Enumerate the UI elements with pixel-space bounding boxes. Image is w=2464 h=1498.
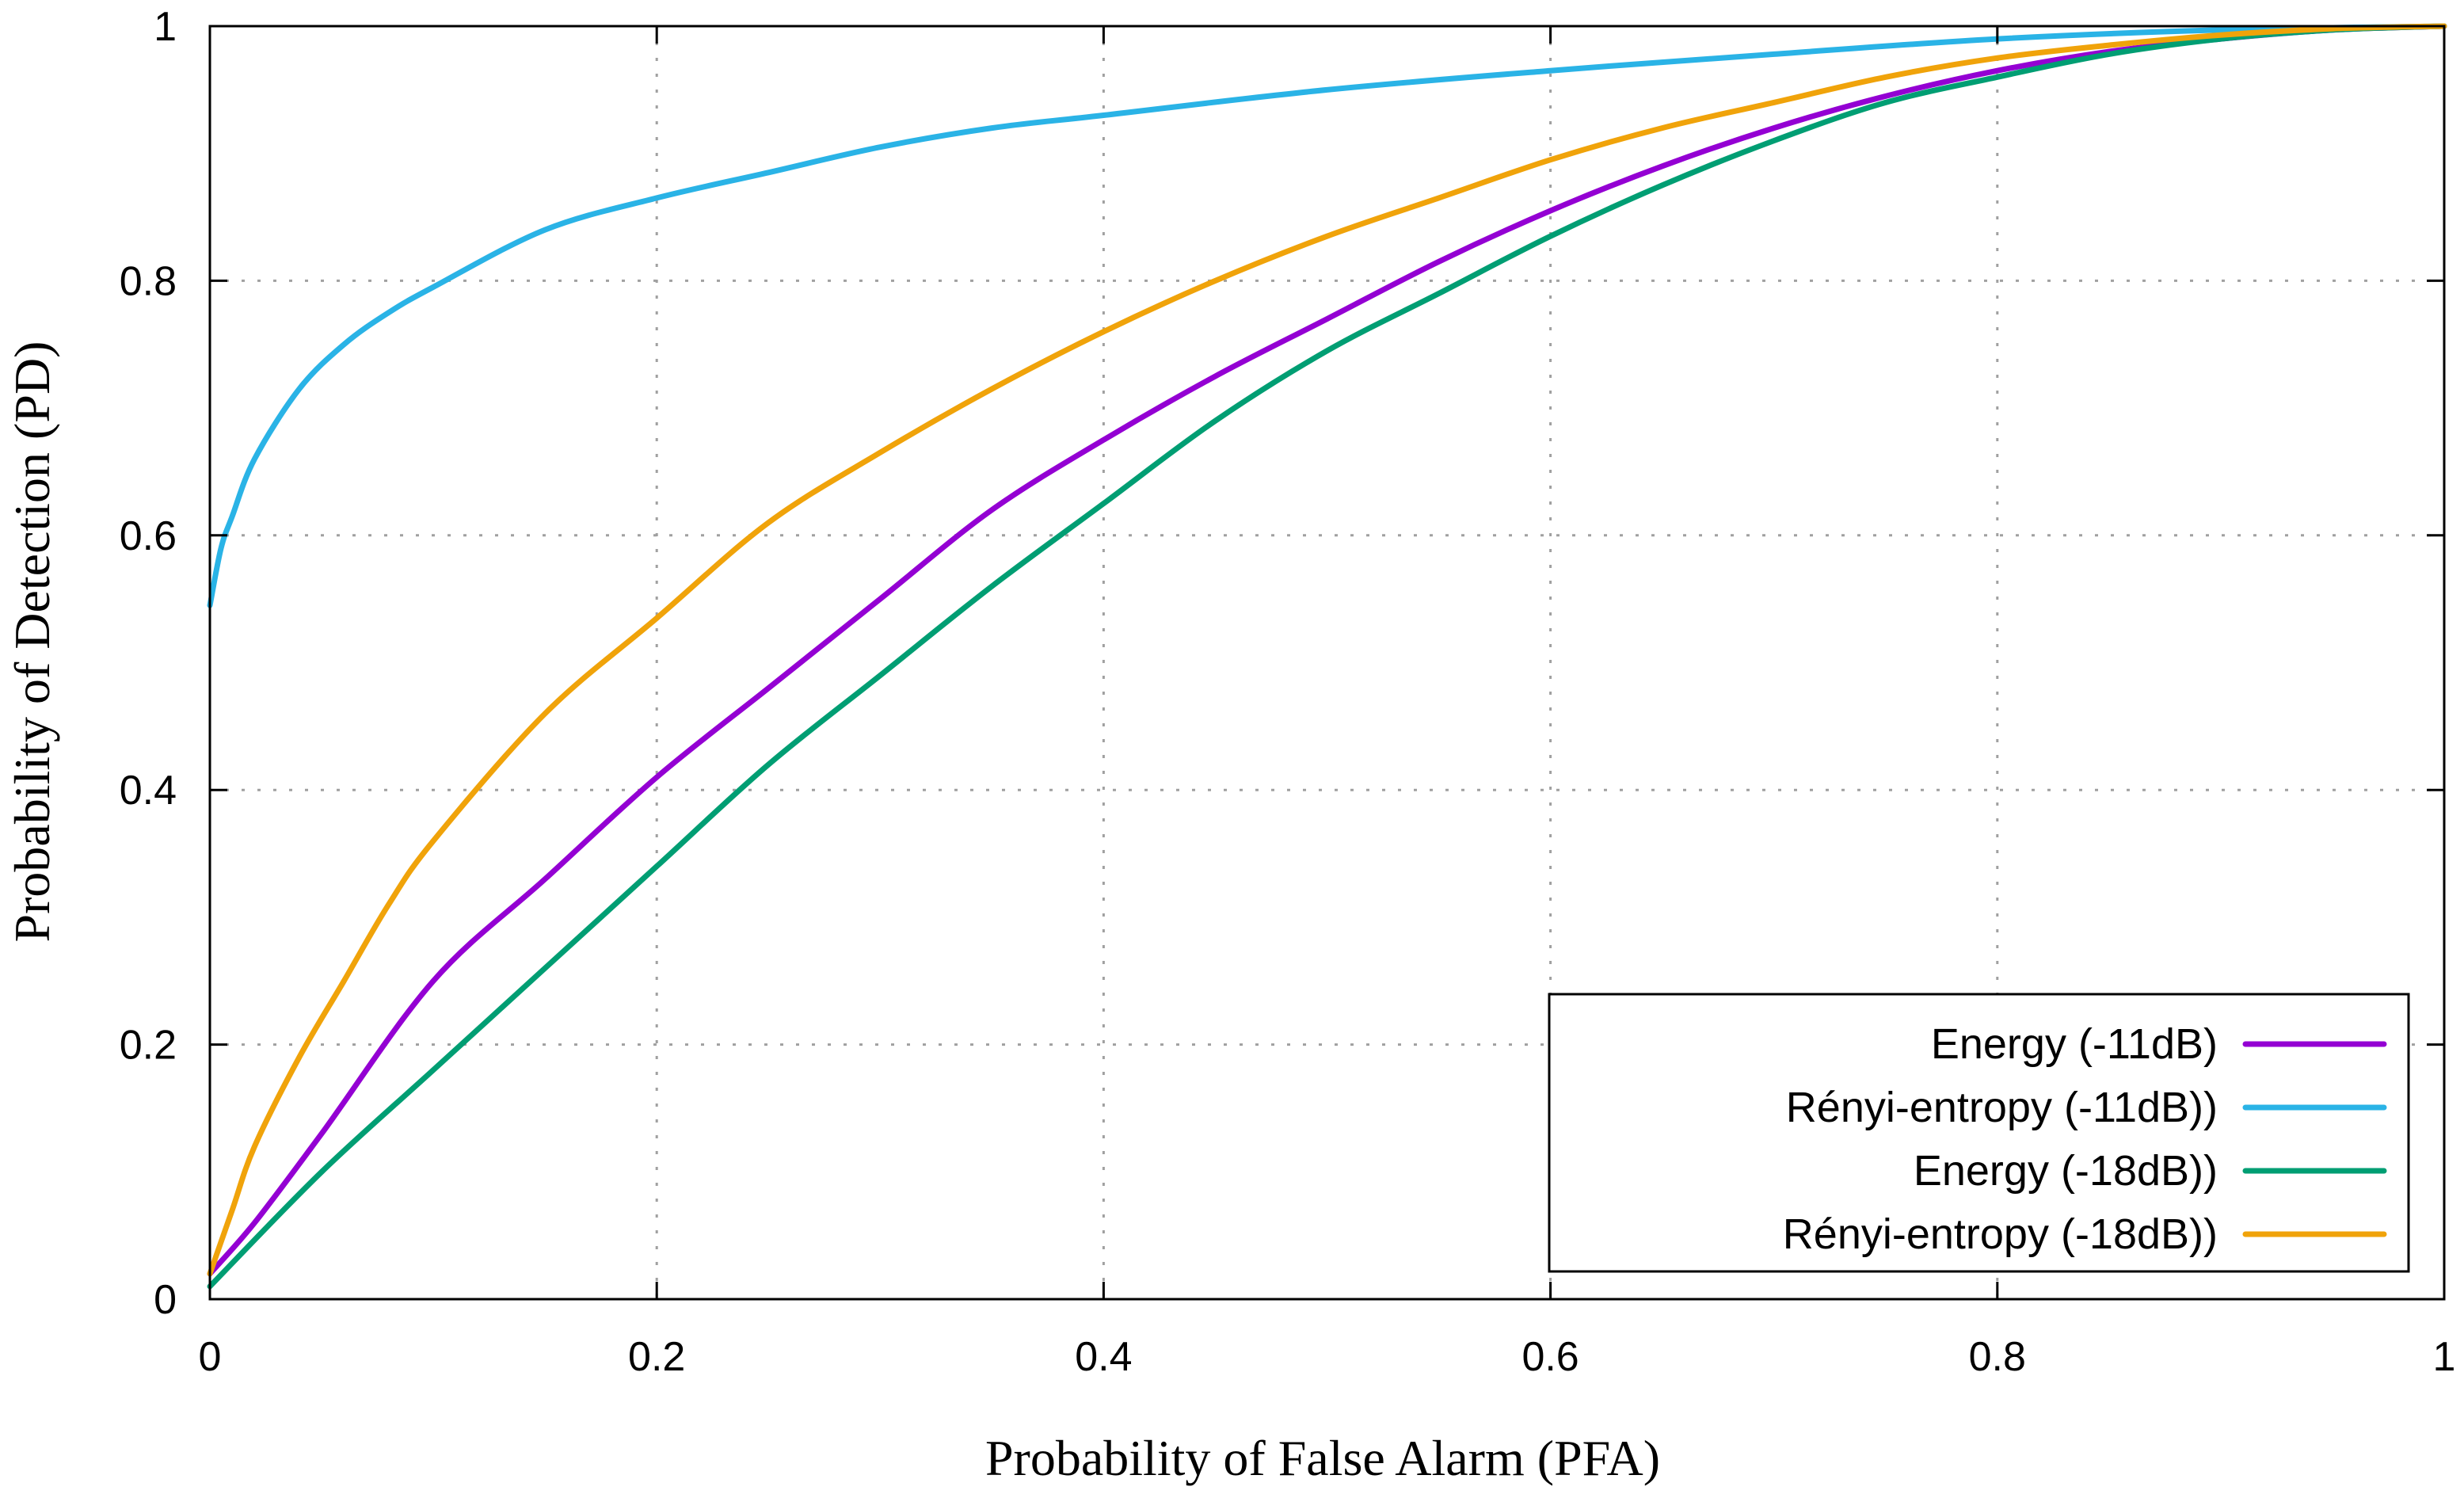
axis-ticks	[208, 25, 2446, 1301]
legend-label-4: Rényi-entropy (-18dB))	[1783, 1210, 2218, 1258]
y-tick-label: 0.8	[120, 258, 177, 304]
x-tick-label: 0.8	[1969, 1334, 2026, 1380]
series-line-3	[207, 23, 2447, 1290]
x-axis-title: Probability of False Alarm (PFA)	[985, 1430, 1660, 1486]
x-tick-label: 0.6	[1521, 1334, 1579, 1380]
y-tick-label: 0	[154, 1277, 177, 1323]
series-layer	[207, 23, 2447, 1290]
series-line-4	[207, 23, 2447, 1277]
y-tick-label: 0.2	[120, 1023, 177, 1069]
y-axis-title: Probability of Detection (PD)	[4, 341, 60, 943]
legend-box	[1548, 993, 2410, 1273]
series-line-1	[207, 23, 2447, 1277]
tick-labels: 0 0.2 0.4 0.6 0.8 1 0 0.2 0.4 0.6 0.8 1	[120, 4, 2456, 1380]
legend: Energy (-11dB) Rényi-entropy (-11dB)) Ener…	[1548, 993, 2410, 1273]
x-tick-label: 0.2	[628, 1334, 685, 1380]
legend-label-2: Rényi-entropy (-11dB))	[1786, 1084, 2218, 1131]
grid-lines	[210, 26, 2444, 1299]
y-tick-label: 0.6	[120, 513, 177, 559]
series-line-2	[207, 23, 2447, 608]
x-tick-label: 0.4	[1075, 1334, 1132, 1380]
y-tick-label: 0.4	[120, 768, 177, 814]
y-tick-label: 1	[154, 4, 177, 50]
x-tick-label: 1	[2433, 1334, 2456, 1380]
legend-label-3: Energy (-18dB))	[1914, 1147, 2218, 1195]
plot-frame	[208, 25, 2446, 1301]
x-tick-label: 0	[199, 1334, 222, 1380]
legend-label-1: Energy (-11dB)	[1931, 1020, 2218, 1068]
